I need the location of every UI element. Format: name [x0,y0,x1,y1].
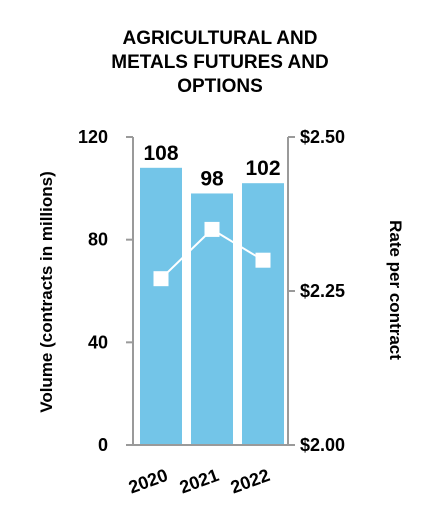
rate-marker-2021 [204,221,220,237]
y-tick-label-right-2: $2.50 [300,127,345,147]
y-axis-right-title: Rate per contract [386,220,405,360]
data-label-2022: 102 [245,157,280,180]
data-label-2021: 98 [200,167,224,190]
axes [126,136,295,446]
y-tick-label-left-1: 40 [88,332,108,352]
data-labels: 108 98 102 [143,142,280,191]
data-label-2020: 108 [143,142,178,165]
y-tick-label-right-0: $2.00 [300,435,345,455]
y-tick-label-left-2: 80 [88,230,108,250]
bar-2022 [242,183,284,445]
y-axis-left-title: Volume (contracts in millions) [37,171,56,413]
tick-labels: 0 40 80 120 $2.00 $2.25 $2.50 [78,127,345,455]
rate-line-series [153,221,271,287]
category-label-2020: 2020 [126,465,170,497]
rate-marker-2022 [255,252,271,268]
y-tick-label-right-1: $2.25 [300,281,345,301]
category-label-2022: 2022 [228,465,272,497]
chart-title-line-3: OPTIONS [177,76,263,97]
chart-title: AGRICULTURAL AND METALS FUTURES AND OPTI… [111,28,328,97]
bar-series [140,167,284,446]
chart-title-line-2: METALS FUTURES AND [111,52,328,73]
bar-2020 [140,167,182,446]
chart-title-line-1: AGRICULTURAL AND [123,28,318,49]
category-labels: 2020 2021 2022 [126,465,272,497]
y-tick-label-left-0: 0 [98,435,108,455]
rate-marker-2020 [153,271,169,287]
y-tick-label-left-3: 120 [78,127,108,147]
category-label-2021: 2021 [177,465,221,497]
